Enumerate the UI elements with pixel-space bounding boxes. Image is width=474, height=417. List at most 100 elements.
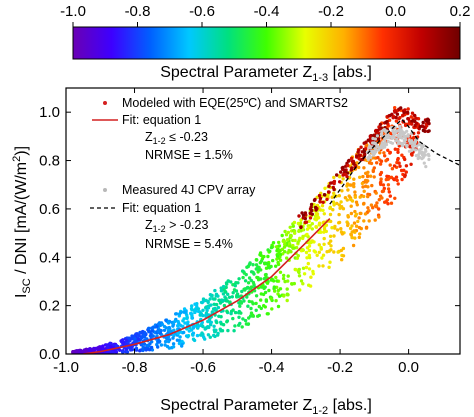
modeled-point bbox=[322, 227, 327, 231]
modeled-point bbox=[357, 216, 361, 220]
modeled-point bbox=[396, 156, 400, 161]
modeled-point bbox=[218, 301, 223, 305]
modeled-point bbox=[111, 343, 116, 347]
modeled-point bbox=[285, 287, 289, 291]
modeled-point bbox=[392, 177, 396, 181]
modeled-point bbox=[355, 154, 359, 158]
modeled-point bbox=[410, 153, 414, 157]
modeled-point bbox=[371, 206, 375, 210]
modeled-point bbox=[282, 245, 287, 249]
modeled-point bbox=[275, 279, 279, 283]
modeled-point bbox=[259, 259, 264, 263]
modeled-point bbox=[265, 281, 270, 285]
modeled-point bbox=[386, 177, 390, 181]
modeled-point bbox=[335, 201, 339, 206]
measured-point bbox=[412, 142, 417, 147]
modeled-point bbox=[348, 226, 353, 231]
modeled-point bbox=[193, 302, 197, 306]
y-axis-ticks: 0.0 0.2 0.4 0.6 0.8 1.0 bbox=[39, 104, 460, 363]
modeled-point bbox=[307, 244, 312, 248]
modeled-point bbox=[350, 159, 355, 164]
modeled-point bbox=[327, 190, 331, 194]
modeled-point bbox=[287, 242, 292, 246]
x-tick-label: -1.0 bbox=[53, 359, 79, 376]
modeled-point bbox=[308, 211, 313, 216]
modeled-point bbox=[322, 242, 326, 246]
y-tick-label: 0.8 bbox=[39, 153, 60, 170]
modeled-point bbox=[301, 282, 305, 286]
modeled-point bbox=[269, 245, 274, 250]
modeled-point bbox=[278, 287, 283, 291]
modeled-point bbox=[208, 297, 212, 301]
modeled-point bbox=[231, 316, 235, 321]
modeled-point bbox=[210, 294, 214, 298]
measured-point bbox=[390, 135, 394, 139]
modeled-point bbox=[138, 330, 142, 335]
colorbar-label: Spectral Parameter Z1-3 [abs.] bbox=[160, 64, 372, 84]
x-axis-label: Spectral Parameter Z1-2 [abs.] bbox=[160, 397, 372, 417]
modeled-point bbox=[368, 136, 373, 141]
modeled-point bbox=[357, 153, 362, 157]
legend-modeled-label: Modeled with EQE(25ºC) and SMARTS2 bbox=[122, 96, 348, 110]
modeled-point bbox=[286, 279, 290, 283]
modeled-point bbox=[389, 201, 394, 205]
modeled-point bbox=[231, 291, 235, 295]
modeled-point bbox=[331, 208, 335, 212]
modeled-point bbox=[352, 162, 356, 166]
modeled-point bbox=[252, 282, 256, 287]
modeled-point bbox=[356, 219, 360, 224]
measured-point bbox=[374, 150, 378, 154]
modeled-point bbox=[301, 266, 306, 270]
measured-point bbox=[400, 136, 404, 140]
modeled-point bbox=[277, 294, 282, 298]
modeled-point bbox=[125, 350, 130, 354]
modeled-point bbox=[241, 317, 245, 321]
modeled-point bbox=[324, 223, 329, 227]
modeled-point bbox=[249, 306, 253, 311]
modeled-point bbox=[233, 310, 238, 315]
modeled-point bbox=[342, 168, 347, 172]
modeled-point bbox=[414, 121, 418, 126]
modeled-point bbox=[375, 161, 379, 165]
modeled-point bbox=[234, 289, 239, 293]
modeled-point bbox=[349, 156, 354, 160]
modeled-point bbox=[323, 186, 327, 190]
modeled-point bbox=[292, 220, 297, 225]
measured-point bbox=[424, 165, 428, 169]
modeled-point bbox=[378, 181, 383, 185]
modeled-point bbox=[257, 313, 261, 318]
modeled-point bbox=[246, 281, 251, 285]
modeled-point bbox=[286, 274, 290, 278]
measured-point bbox=[426, 152, 430, 156]
y-tick-label: 0.0 bbox=[39, 346, 60, 363]
modeled-point bbox=[190, 316, 194, 320]
measured-point bbox=[368, 144, 372, 148]
modeled-point bbox=[321, 200, 325, 204]
modeled-point bbox=[264, 266, 269, 270]
modeled-point bbox=[386, 148, 390, 152]
modeled-point bbox=[427, 129, 431, 133]
modeled-point bbox=[360, 181, 365, 186]
modeled-point bbox=[137, 334, 141, 338]
modeled-point bbox=[362, 194, 366, 199]
modeled-point bbox=[363, 212, 368, 216]
measured-point bbox=[427, 157, 431, 162]
modeled-point bbox=[313, 205, 318, 210]
modeled-point bbox=[133, 337, 137, 341]
x-axis-ticks: -1.0 -0.8 -0.6 -0.4 -0.2 0.0 bbox=[53, 88, 419, 376]
modeled-point bbox=[379, 159, 384, 163]
modeled-point bbox=[357, 165, 361, 170]
modeled-point bbox=[149, 345, 154, 350]
modeled-point bbox=[254, 294, 259, 298]
modeled-point bbox=[239, 311, 243, 315]
modeled-point bbox=[215, 320, 219, 325]
modeled-point bbox=[349, 232, 353, 236]
modeled-point bbox=[352, 184, 356, 189]
modeled-point bbox=[299, 225, 303, 230]
modeled-point bbox=[421, 120, 425, 125]
modeled-point bbox=[239, 301, 244, 305]
measured-point bbox=[416, 153, 420, 157]
modeled-point bbox=[341, 173, 345, 177]
modeled-point bbox=[315, 253, 319, 257]
modeled-point bbox=[182, 310, 186, 314]
